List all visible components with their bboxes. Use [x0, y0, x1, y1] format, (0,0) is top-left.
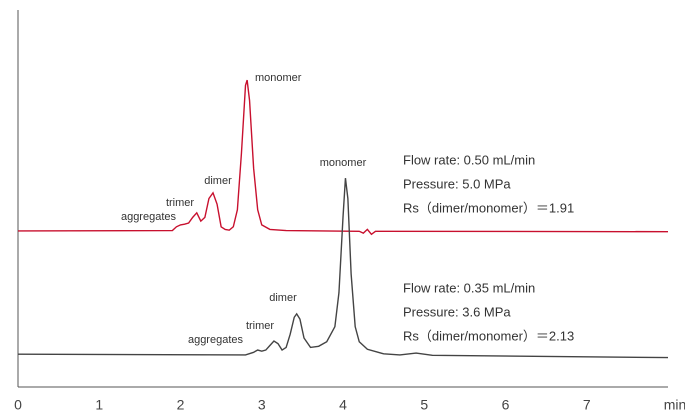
condition: Pressure: 5.0 MPa — [403, 176, 511, 191]
x-tick-label: 7 — [583, 397, 591, 413]
trace — [17, 79, 669, 236]
x-tick-label: 5 — [420, 397, 428, 413]
condition: Flow rate: 0.50 mL/min — [403, 152, 535, 167]
peak-label: aggregates — [121, 211, 177, 223]
peak-label: dimer — [269, 292, 297, 304]
peak-label: aggregates — [188, 334, 244, 346]
trace — [17, 178, 669, 359]
x-axis-label: min — [664, 397, 685, 413]
x-tick-label: 3 — [258, 397, 266, 413]
x-tick-label: 2 — [177, 397, 185, 413]
x-tick-label: 0 — [14, 397, 22, 413]
peak-label: monomer — [255, 72, 302, 84]
condition: Rs（dimer/monomer）＝1.91 — [403, 200, 574, 215]
condition: Flow rate: 0.35 mL/min — [403, 280, 535, 295]
x-tick-label: 4 — [339, 397, 347, 413]
peak-label: trimer — [166, 197, 194, 209]
peak-label: trimer — [246, 320, 274, 332]
peak-label: dimer — [204, 175, 232, 187]
condition: Rs（dimer/monomer）＝2.13 — [403, 328, 574, 343]
x-tick-label: 6 — [502, 397, 510, 413]
condition: Pressure: 3.6 MPa — [403, 304, 511, 319]
x-tick-label: 1 — [95, 397, 103, 413]
peak-label: monomer — [320, 157, 367, 169]
